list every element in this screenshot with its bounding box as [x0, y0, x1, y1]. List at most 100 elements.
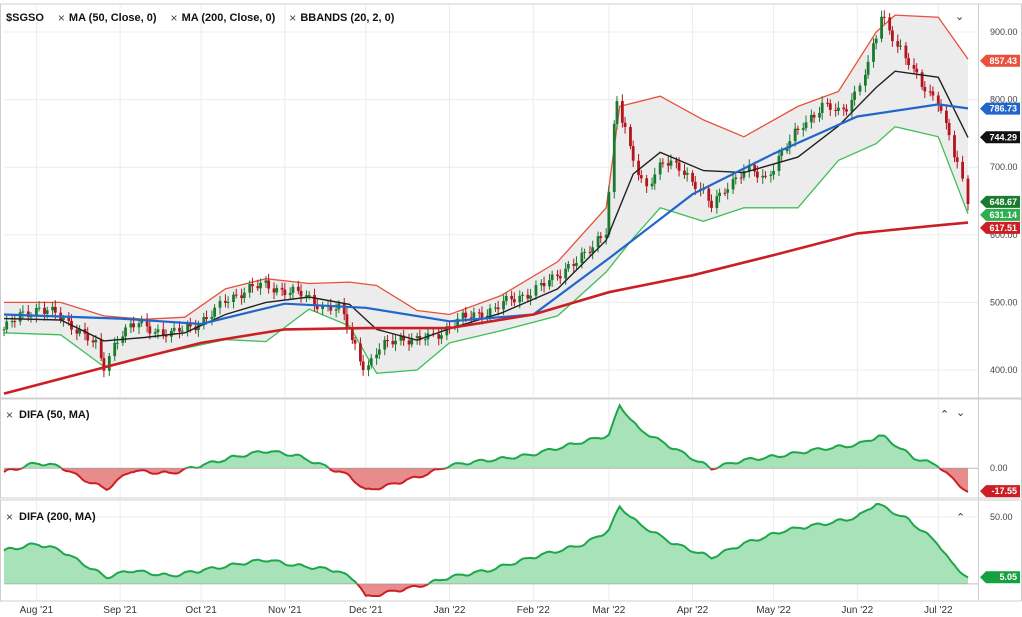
candle-body	[440, 335, 443, 339]
candle-body	[78, 329, 82, 334]
remove-icon[interactable]: ×	[289, 11, 297, 25]
candle-body	[928, 91, 932, 93]
candle	[272, 282, 276, 300]
candle-body	[734, 177, 738, 180]
candle-body	[731, 179, 735, 190]
candle	[645, 174, 649, 193]
candle	[953, 130, 956, 163]
candle-body	[953, 135, 956, 158]
candle-body	[591, 247, 595, 253]
remove-icon[interactable]: ×	[57, 11, 65, 25]
candle-body	[145, 319, 149, 327]
candle	[955, 150, 959, 169]
candle-body	[796, 128, 800, 130]
chevron-up-icon[interactable]: ⌃	[956, 512, 966, 524]
candle-body	[437, 334, 441, 339]
candle-body	[113, 342, 117, 357]
candle-body	[394, 340, 397, 345]
chevron-up-icon[interactable]: ⌃	[940, 409, 950, 421]
candle	[550, 270, 554, 287]
remove-icon[interactable]: ×	[6, 510, 14, 524]
tag-label: 857.43	[989, 56, 1017, 66]
overlay-label: MA (50, Close, 0)	[68, 12, 157, 24]
candle-body	[51, 306, 55, 311]
candle	[947, 118, 951, 141]
candle	[882, 10, 886, 25]
last-value-tag-ma50: 786.73	[980, 102, 1020, 115]
candle-body	[53, 306, 57, 313]
candle-body	[410, 338, 414, 345]
tag-label: 648.67	[989, 197, 1017, 207]
tag-shape	[980, 571, 1020, 584]
candle	[377, 343, 381, 360]
chevron-down-icon[interactable]: ⌄	[956, 407, 966, 419]
candle	[772, 164, 775, 180]
candle	[264, 275, 268, 288]
x-tick-label: Feb '22	[517, 605, 550, 616]
candle	[213, 304, 217, 321]
candle-body	[683, 170, 686, 175]
candle	[845, 104, 848, 116]
candles	[2, 10, 970, 378]
difa200-positive-line	[3, 502, 969, 584]
candle-body	[747, 164, 751, 172]
candle-body	[226, 302, 230, 304]
candle-body	[853, 91, 856, 100]
candle-body	[620, 100, 624, 123]
candle-body	[863, 74, 867, 86]
candle	[288, 287, 292, 300]
candle-body	[526, 294, 530, 299]
candle-body	[804, 122, 808, 129]
candle-body	[739, 177, 743, 179]
candle-body	[820, 102, 824, 113]
candle-body	[623, 122, 627, 127]
y-tick-label: 700.00	[990, 162, 1018, 172]
candle-body	[188, 323, 192, 327]
candle-body	[415, 336, 419, 339]
candle	[761, 169, 765, 185]
x-tick-label: Apr '22	[677, 605, 709, 616]
candle	[666, 156, 670, 173]
candle-body	[947, 122, 951, 136]
difa50-last-value-tag: -17.55	[980, 485, 1020, 498]
candle-body	[772, 170, 775, 175]
candle	[623, 116, 627, 134]
candle	[488, 304, 492, 323]
candle-body	[882, 16, 886, 18]
y-tick-label: 600.00	[990, 230, 1018, 240]
candle-body	[213, 307, 217, 317]
candle-body	[818, 112, 821, 118]
chevron-down-icon[interactable]: ⌄	[955, 11, 965, 23]
candle-body	[161, 329, 165, 336]
candle-body	[707, 188, 711, 201]
candle	[367, 360, 370, 377]
candle	[812, 111, 816, 124]
candle-body	[132, 323, 136, 328]
candle-body	[480, 312, 484, 319]
candle-body	[251, 284, 254, 287]
candle	[383, 336, 387, 356]
candle	[210, 310, 214, 326]
candle	[542, 276, 546, 293]
remove-icon[interactable]: ×	[6, 408, 14, 422]
overlay-ma50[interactable]: × MA (50, Close, 0)	[58, 11, 157, 25]
candle	[529, 288, 532, 306]
candle	[850, 93, 854, 118]
candle	[232, 291, 235, 309]
candle	[899, 39, 902, 50]
candle	[575, 256, 578, 271]
remove-icon[interactable]: ×	[170, 11, 178, 25]
candle-body	[666, 163, 670, 166]
candle-body	[836, 107, 840, 111]
candle	[801, 122, 805, 137]
candle	[18, 308, 22, 326]
overlay-bbands[interactable]: × BBANDS (20, 2, 0)	[289, 11, 394, 25]
candle-body	[407, 340, 411, 345]
candle-body	[785, 147, 789, 152]
x-tick-label: Oct '21	[185, 605, 217, 616]
candle-body	[377, 349, 381, 355]
overlay-ma200[interactable]: × MA (200, Close, 0)	[171, 11, 276, 25]
candle	[820, 96, 824, 120]
